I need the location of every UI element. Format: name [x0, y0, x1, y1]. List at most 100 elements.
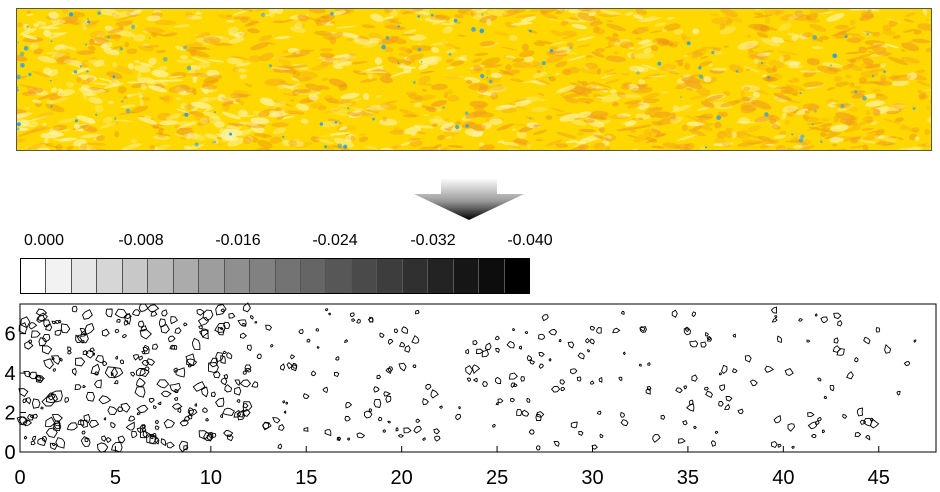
contour-loop [833, 312, 842, 320]
texture-patch [803, 69, 817, 78]
texture-patch [862, 116, 873, 122]
texture-patch [143, 28, 149, 34]
texture-patch [29, 42, 39, 50]
contour-loop [105, 308, 113, 318]
texture-patch [153, 135, 171, 140]
blue-speck [17, 86, 19, 89]
contour-loop [691, 311, 696, 318]
contour-loop [140, 325, 148, 332]
texture-patch [740, 90, 745, 98]
contour-loop [387, 338, 394, 345]
blue-speck [489, 79, 493, 84]
texture-patch [735, 130, 748, 137]
blue-speck [268, 64, 272, 68]
blue-speck [186, 65, 192, 71]
texture-patch [606, 23, 627, 32]
contour-loop [148, 397, 155, 404]
texture-patch [216, 136, 223, 140]
texture-patch [593, 134, 613, 142]
contour-loop [373, 386, 380, 393]
texture-patch [408, 138, 422, 140]
blue-speck [372, 117, 375, 121]
contour-loop [136, 411, 141, 416]
contour-loop [43, 358, 54, 370]
blue-speck [149, 37, 151, 39]
texture-patch [146, 15, 161, 22]
texture-patch [308, 93, 319, 101]
contour-loop [64, 397, 70, 403]
texture-patch [362, 44, 378, 49]
texture-patch [903, 126, 918, 133]
contour-loop [74, 384, 82, 390]
texture-patch [130, 105, 149, 114]
texture-patch [239, 121, 258, 126]
texture-patch [184, 104, 195, 110]
texture-patch [766, 73, 783, 81]
contour-loop [170, 316, 179, 325]
contour-loop [53, 422, 61, 430]
contour-loop [422, 398, 429, 406]
texture-patch [228, 32, 241, 37]
texture-patch [416, 131, 427, 135]
texture-patch [27, 87, 44, 94]
contour-loop [376, 374, 382, 379]
texture-patch [712, 101, 733, 110]
blue-speck [17, 127, 20, 131]
texture-patch [545, 50, 568, 55]
scale-label-4: -0.032 [410, 232, 456, 249]
blue-speck [49, 79, 52, 82]
texture-patch [444, 74, 465, 78]
x-tick-label: 45 [868, 467, 890, 489]
texture-patch [624, 100, 642, 105]
texture-patch [191, 73, 213, 79]
contour-loop [705, 390, 713, 399]
texture-patch [901, 42, 920, 52]
blue-speck [50, 40, 53, 43]
texture-patch [512, 62, 532, 68]
contour-loop [302, 393, 310, 399]
texture-patch [424, 17, 447, 23]
texture-patch [572, 142, 587, 148]
contour-loop [117, 435, 126, 444]
contour-loop [529, 358, 536, 365]
texture-patch [652, 38, 661, 45]
texture-patch [872, 46, 887, 54]
texture-patch [383, 16, 394, 20]
texture-patch [76, 76, 82, 83]
texture-patch [809, 9, 829, 14]
texture-patch [496, 123, 514, 131]
y-tick-label: 2 [4, 403, 15, 425]
contour-loop [693, 425, 697, 429]
blue-speck [213, 140, 216, 144]
texture-patch [545, 54, 564, 64]
texture-patch [591, 81, 613, 89]
contour-loop [265, 324, 273, 331]
texture-patch [478, 83, 488, 90]
texture-patch [546, 149, 556, 150]
texture-patch [747, 34, 751, 38]
texture-patch [446, 49, 456, 54]
blue-speck [812, 35, 817, 40]
blue-speck [131, 24, 136, 29]
texture-patch [163, 32, 178, 37]
texture-patch [43, 27, 50, 35]
texture-patch [315, 92, 321, 95]
texture-patch [916, 80, 930, 87]
texture-patch [364, 145, 378, 150]
texture-patch [555, 112, 574, 117]
blue-speck [549, 49, 554, 53]
blue-speck [112, 75, 116, 78]
texture-patch [255, 9, 267, 12]
texture-patch [865, 100, 885, 107]
texture-patch [874, 141, 896, 146]
contour-loop [123, 320, 129, 326]
contour-loop [80, 436, 91, 447]
texture-patch [824, 131, 838, 137]
texture-patch [236, 114, 255, 118]
contour-loop [22, 398, 27, 404]
texture-patch [81, 78, 92, 85]
texture-patch [514, 98, 528, 103]
texture-patch [769, 118, 777, 124]
contour-loop [251, 381, 259, 388]
texture-patch [247, 21, 256, 26]
